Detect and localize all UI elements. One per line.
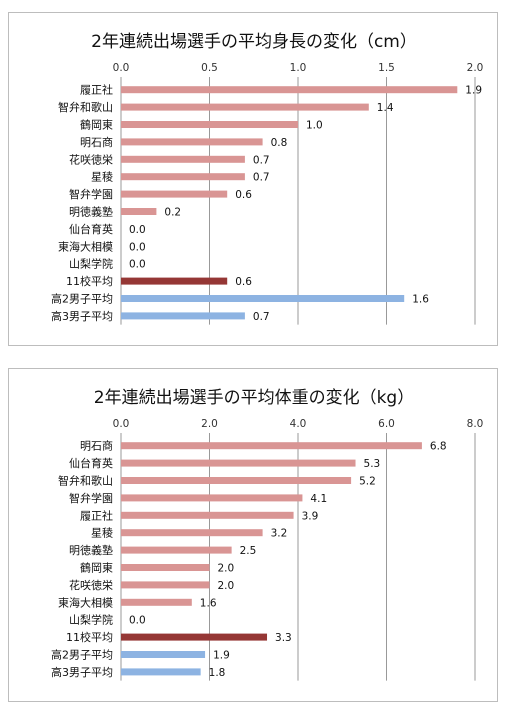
- data-label: 0.8: [271, 137, 288, 149]
- data-label: 3.2: [271, 528, 288, 540]
- bar: [121, 103, 369, 111]
- bar: [121, 598, 192, 606]
- category-label: 花咲徳栄: [69, 152, 113, 166]
- data-label: 0.2: [164, 207, 181, 219]
- data-label: 3.3: [275, 632, 292, 644]
- category-label: 東海大相模: [58, 239, 113, 253]
- data-label: 0.7: [253, 311, 270, 323]
- data-label: 3.9: [302, 510, 319, 522]
- data-label: 0.0: [129, 259, 146, 271]
- category-label: 11校平均: [66, 630, 113, 644]
- data-label: 5.2: [359, 476, 376, 488]
- category-label: 星稜: [91, 527, 113, 540]
- x-tick-label: 2.0: [467, 62, 484, 74]
- category-label: 11校平均: [66, 274, 113, 288]
- data-label: 6.8: [430, 441, 447, 453]
- data-label: 2.0: [218, 563, 235, 575]
- category-label: 智弁学園: [69, 187, 113, 201]
- bar: [121, 564, 210, 571]
- category-label: 仙台育英: [69, 456, 113, 470]
- category-label: 鶴岡東: [80, 118, 113, 132]
- category-label: 星稜: [91, 171, 113, 184]
- category-label: 高3男子平均: [51, 665, 113, 679]
- bar: [121, 190, 228, 198]
- x-tick-label: 0.0: [113, 62, 130, 74]
- category-label: 明石商: [80, 439, 113, 453]
- data-label: 1.9: [213, 650, 230, 662]
- weight-change-chart-panel: 2年連続出場選手の平均体重の変化（kg） 0.0 2.0 4.0 6.0 8.0 明石商 6…: [8, 368, 498, 702]
- category-label: 鶴岡東: [80, 561, 113, 575]
- bar: [121, 208, 157, 215]
- data-label: 0.0: [129, 224, 146, 236]
- bar: [121, 546, 232, 554]
- category-label: 明徳義塾: [69, 543, 113, 557]
- bar: [121, 312, 245, 320]
- bar: [121, 651, 206, 658]
- data-label: 1.6: [200, 597, 217, 609]
- bar: [121, 581, 210, 589]
- data-label: 0.0: [129, 615, 146, 627]
- bar: [121, 459, 356, 467]
- weight-change-chart: 2年連続出場選手の平均体重の変化（kg） 0.0 2.0 4.0 6.0 8.0 明石商 6…: [51, 388, 484, 681]
- category-label: 高2男子平均: [51, 648, 113, 662]
- data-label: 4.1: [310, 493, 327, 505]
- chart-title: 2年連続出場選手の平均体重の変化（kg）: [94, 388, 414, 408]
- bar: [121, 173, 245, 181]
- data-label: 2.0: [218, 580, 235, 592]
- data-label: 1.6: [412, 294, 429, 306]
- category-label: 東海大相模: [58, 595, 113, 609]
- bar: [121, 511, 294, 519]
- x-tick-label: 8.0: [467, 418, 484, 430]
- bar: [121, 121, 298, 128]
- x-tick-label: 4.0: [290, 418, 307, 430]
- x-tick-label: 1.0: [290, 62, 307, 74]
- category-label: 履正社: [80, 83, 113, 97]
- category-label: 高3男子平均: [51, 309, 113, 323]
- height-change-chart: 2年連続出場選手の平均身長の変化（cm） 0.0 0.5 1.0 1.5 2.0 履正社 1…: [51, 32, 484, 325]
- data-label: 1.8: [209, 667, 226, 679]
- data-label: 0.7: [253, 172, 270, 184]
- data-label: 1.4: [377, 102, 394, 114]
- category-label: 智弁和歌山: [58, 474, 113, 488]
- bar: [121, 633, 268, 641]
- category-label: 履正社: [80, 508, 113, 522]
- bar: [121, 295, 405, 302]
- bar: [121, 277, 228, 285]
- x-tick-label: 0.0: [113, 418, 130, 430]
- data-label: 1.0: [306, 120, 323, 132]
- data-label: 5.3: [364, 458, 381, 470]
- category-label: 仙台育英: [69, 222, 113, 236]
- bar: [121, 138, 263, 146]
- bar: [121, 494, 303, 502]
- category-label: 花咲徳栄: [69, 578, 113, 592]
- bar: [121, 86, 458, 94]
- data-label: 0.0: [129, 241, 146, 253]
- chart-title: 2年連続出場選手の平均身長の変化（cm）: [91, 32, 417, 52]
- category-label: 明石商: [80, 135, 113, 149]
- height-change-chart-panel: 2年連続出場選手の平均身長の変化（cm） 0.0 0.5 1.0 1.5 2.0 履正社 1…: [8, 12, 498, 346]
- category-label: 智弁和歌山: [58, 100, 113, 114]
- data-label: 0.7: [253, 154, 270, 166]
- category-label: 高2男子平均: [51, 292, 113, 306]
- x-tick-label: 0.5: [201, 62, 218, 74]
- bar: [121, 668, 201, 676]
- x-tick-label: 6.0: [378, 418, 395, 430]
- data-label: 0.6: [235, 189, 252, 201]
- x-tick-label: 2.0: [201, 418, 218, 430]
- data-label: 2.5: [240, 545, 257, 557]
- category-label: 明徳義塾: [69, 205, 113, 219]
- bar: [121, 477, 352, 484]
- bar: [121, 155, 245, 163]
- data-label: 1.9: [465, 85, 482, 97]
- category-label: 山梨学院: [69, 613, 113, 627]
- bar: [121, 442, 422, 450]
- category-label: 山梨学院: [69, 257, 113, 271]
- category-label: 智弁学園: [69, 491, 113, 505]
- data-label: 0.6: [235, 276, 252, 288]
- bar: [121, 529, 263, 537]
- x-tick-label: 1.5: [378, 62, 395, 74]
